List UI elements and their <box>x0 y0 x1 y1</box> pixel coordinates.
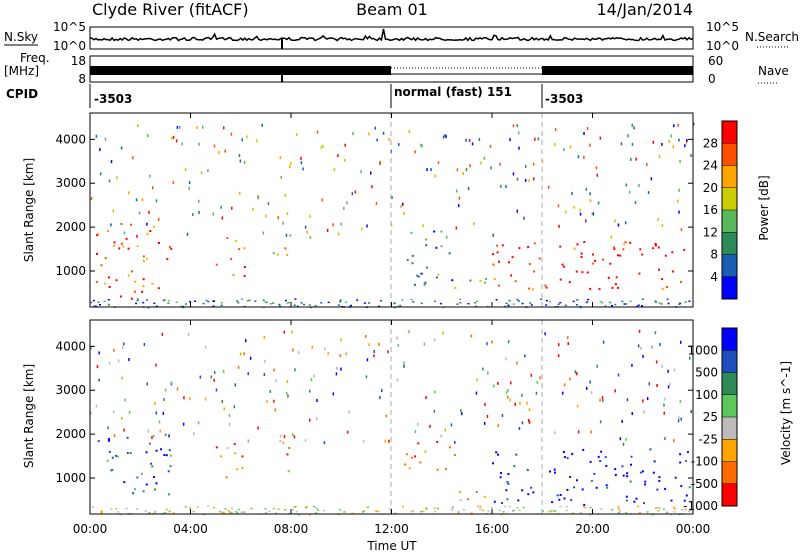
beam-title: Beam 01 <box>356 0 428 19</box>
velocity-echoes <box>90 329 692 516</box>
colorbar-tick: 12 <box>703 225 718 239</box>
colorbar-swatch <box>722 372 737 396</box>
freq-unit: [MHz] <box>4 64 39 78</box>
nsearch-tick-high: 10^5 <box>706 20 739 34</box>
cpid-label: CPID <box>6 87 38 101</box>
nsky-label: N.Sky <box>4 30 38 44</box>
cpid-segment-3: -3503 <box>545 92 583 106</box>
x-tick-label: 00:00 <box>73 522 108 536</box>
y-tick-label: 3000 <box>55 383 86 397</box>
colorbar-tick: 28 <box>703 136 718 150</box>
nave-tick-high: 60 <box>708 54 723 68</box>
y-tick-label: 1000 <box>55 471 86 485</box>
colorbar-tick: 8 <box>710 248 718 262</box>
power-colorbar: 4 8 12 16 20 24 28 <box>703 120 738 300</box>
colorbar-swatch <box>722 121 737 144</box>
colorbar-swatch <box>722 165 737 189</box>
colorbar-swatch <box>722 328 737 351</box>
colorbar-tick: 1000 <box>687 343 718 357</box>
cpid-segment-1: -3503 <box>94 92 132 106</box>
colorbar-swatch <box>722 417 737 440</box>
power-panel: 1000 2000 3000 4000 Slant Range [km] 4 8 12 16… <box>22 112 771 309</box>
colorbar-swatch <box>722 394 737 418</box>
nsky-tick-high: 10^5 <box>53 20 86 34</box>
freq-label: Freq. <box>20 51 50 65</box>
colorbar-tick: -500 <box>691 477 718 491</box>
y-tick-label: 3000 <box>55 176 86 190</box>
cpid-segment-2: normal (fast) 151 <box>394 85 512 99</box>
date-title: 14/Jan/2014 <box>596 0 693 19</box>
colorbar-swatch <box>722 461 737 485</box>
colorbar-swatch <box>722 187 737 211</box>
colorbar-swatch <box>722 210 737 233</box>
colorbar-swatch <box>722 254 737 278</box>
velocity-colorbar: 1000 500 100 25 -25 -100 -500 -1000 <box>683 327 738 513</box>
colorbar-swatch <box>722 483 737 507</box>
colorbar-swatch <box>722 350 737 373</box>
colorbar-tick: 24 <box>703 159 718 173</box>
nsearch-label: N.Search <box>745 30 799 44</box>
cpid-row: CPID -3503 normal (fast) 151 -3503 <box>6 84 583 108</box>
y-tick-label: 2000 <box>55 427 86 441</box>
colorbar-tick: -100 <box>691 455 718 469</box>
colorbar-tick: 20 <box>703 181 718 195</box>
colorbar-tick: 25 <box>703 410 718 424</box>
nave-label: Nave <box>758 64 789 78</box>
x-tick-label: 20:00 <box>575 522 610 536</box>
x-tick-label: 08:00 <box>274 522 309 536</box>
nsearch-tick-low: 10^0 <box>706 39 739 53</box>
colorbar-tick: -1000 <box>683 499 718 513</box>
colorbar-swatch <box>722 439 737 462</box>
freq-tick-high: 18 <box>71 54 86 68</box>
power-colorbar-label: Power [dB] <box>757 175 771 240</box>
nsky-trace <box>89 28 694 42</box>
colorbar-tick: -25 <box>698 432 718 446</box>
colorbar-tick: 100 <box>695 388 718 402</box>
colorbar-tick: 16 <box>703 203 718 217</box>
power-echoes <box>90 122 695 309</box>
colorbar-tick: 4 <box>710 270 718 284</box>
station-title: Clyde River (fitACF) <box>92 0 249 19</box>
y-tick-label: 1000 <box>55 264 86 278</box>
nsky-tick-low: 10^0 <box>53 39 86 53</box>
x-tick-label: 12:00 <box>374 522 409 536</box>
colorbar-swatch <box>722 143 737 166</box>
y-tick-label: 4000 <box>55 339 86 353</box>
nsky-panel: N.Sky 10^5 10^0 10^5 10^0 N.Search <box>4 20 799 53</box>
velocity-panel: 1000 2000 3000 4000 Slant Range [km] 1000 50… <box>22 113 793 553</box>
y-tick-label: 2000 <box>55 220 86 234</box>
colorbar-tick: 500 <box>695 366 718 380</box>
freq-panel: Freq. [MHz] 18 8 60 0 Nave <box>4 51 789 86</box>
freq-tick-low: 8 <box>78 72 86 86</box>
y-tick-label: 4000 <box>55 132 86 146</box>
x-tick-label: 16:00 <box>475 522 510 536</box>
x-tick-label: 00:00 <box>676 522 711 536</box>
velocity-ylabel: Slant Range [km] <box>22 364 36 468</box>
velocity-colorbar-label: Velocity [m s^-1] <box>779 361 793 465</box>
power-ylabel: Slant Range [km] <box>22 158 36 262</box>
nave-tick-low: 0 <box>708 72 716 86</box>
time-axis-label: Time UT <box>366 539 417 553</box>
colorbar-swatch <box>722 232 737 255</box>
colorbar-swatch <box>722 276 737 300</box>
x-tick-label: 04:00 <box>173 522 208 536</box>
